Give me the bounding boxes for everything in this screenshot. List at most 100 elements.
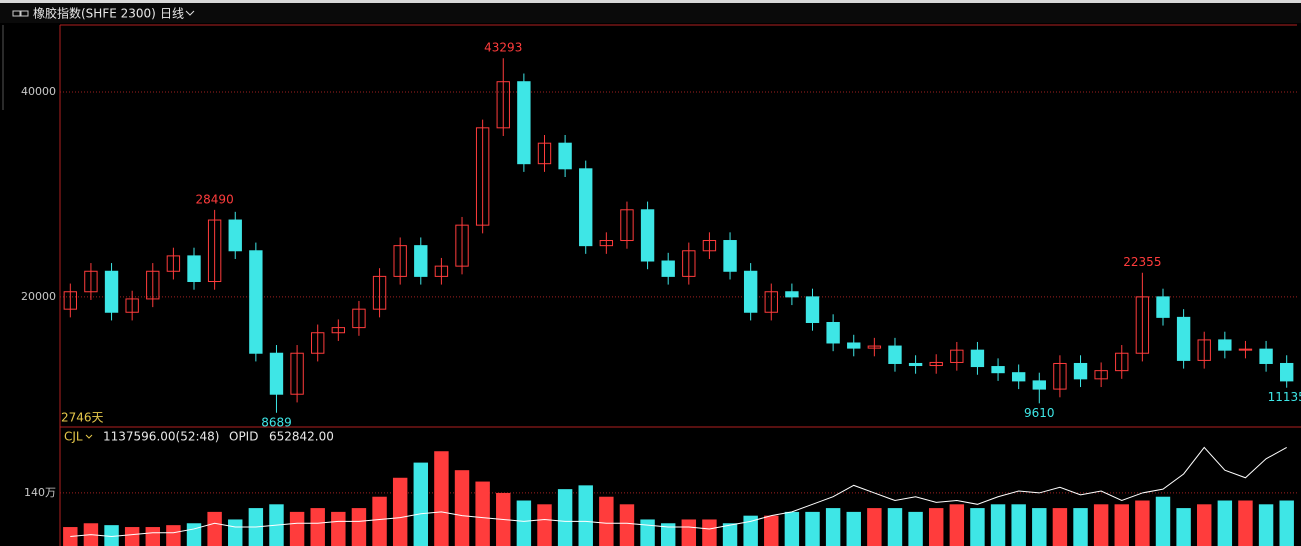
candle-body [599,240,614,247]
cjl-dropdown[interactable] [85,434,93,439]
candle-body [63,291,77,310]
volume-bar [516,500,532,546]
volume-bar [970,508,985,546]
volume-bar [743,515,758,546]
volume-bar [619,504,635,546]
title-bar [0,3,1301,23]
candle-body [723,240,737,272]
high-annotation: 22355 [1123,255,1161,269]
candle-body [640,209,655,262]
symbol-title: 橡胶指数(SHFE 2300) [33,6,156,21]
volume-bar [104,525,119,546]
candle-body [805,296,820,323]
volume-bar [124,527,140,546]
volume-bar [1258,504,1274,546]
volume-bar [475,481,490,546]
candle-body [434,265,449,277]
volume-bar [166,525,181,546]
cjl-legend[interactable]: CJL [64,430,83,444]
candle-body [228,219,242,252]
volume-bar [413,462,429,546]
link-icon[interactable] [12,10,29,17]
candle-body [579,168,593,247]
day-count: 2746天 [61,411,104,425]
candle-body [414,245,428,277]
volume-bar [1011,504,1026,546]
low-annotation: 8689 [261,415,292,429]
link-icon-right [20,10,29,17]
volume-bar [1114,504,1129,546]
candle-body [826,321,840,344]
candle-body [661,260,675,277]
candle-body [331,327,346,334]
volume-bar [805,511,820,546]
candle-body [207,219,222,283]
candle-body [475,127,490,226]
volume-bar [392,477,408,546]
volume-bar [867,508,882,546]
volume-bar [434,451,449,546]
low-annotation: 11135 [1268,390,1301,404]
candle-body [950,349,964,363]
volume-bar [1135,500,1150,546]
period-selector[interactable]: 日线 [160,7,184,21]
volume-bar [207,511,222,546]
volume-bar [578,485,593,546]
volume-bar [764,515,779,546]
candle-body [847,342,861,349]
candle-body [1259,348,1273,364]
volume-bar [702,519,717,546]
volume-bar [372,496,387,546]
volume-bar [1176,508,1191,546]
volume-bar [640,519,655,546]
volume-bar [1217,500,1233,546]
volume-bar [454,470,470,546]
candle-body [84,270,98,293]
candle-body [517,81,531,165]
candle-body [1197,339,1211,361]
volume-bar [1155,496,1171,546]
candle-body [764,291,778,313]
volume-bar [228,519,243,546]
candle-body [1135,296,1150,354]
candle-body [455,224,469,267]
volume-bar [784,511,800,546]
candle-body [1176,316,1191,361]
candle-body [702,240,717,252]
high-annotation: 28490 [196,192,234,206]
link-icon-left [12,10,21,17]
volume-bar [351,508,367,546]
candle-body [929,361,943,367]
volume-bar [1032,508,1047,546]
volume-bar [599,496,614,546]
volume-bar [1093,504,1109,546]
candle-body [558,142,572,170]
y-tick-label: 40000 [21,85,56,98]
candle-body [1094,370,1108,380]
candle-body [620,209,634,242]
candle-body [1032,380,1046,390]
opid-line [70,446,1287,538]
candle-body [393,245,407,277]
candle-body [104,270,119,313]
volume-bar [186,523,202,546]
candle-body [1218,339,1232,351]
volume-bar [681,519,697,546]
candle-body [970,349,985,368]
period-dropdown-arrow[interactable] [185,10,195,16]
y-tick-label: 140万 [24,486,56,499]
y-tick-label: 20000 [21,290,56,303]
volume-bar [949,504,965,546]
volume-bar [1073,508,1088,546]
candle-body [372,275,387,310]
opid-legend: OPID [229,430,258,444]
high-annotation: 43293 [484,41,522,55]
candle-body [269,352,284,395]
candle-body [1073,362,1088,380]
volume-bar [537,504,552,546]
candle-body [1280,362,1294,382]
candle-body [1238,348,1253,351]
candle-body [146,270,160,300]
volume-bar [825,508,841,546]
